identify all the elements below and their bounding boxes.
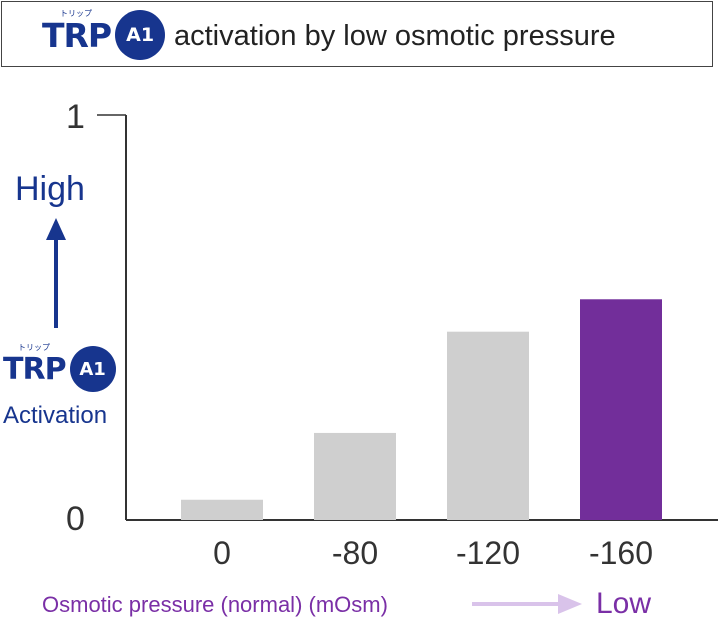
- x-axis-label: Osmotic pressure (normal) (mOsm): [42, 592, 388, 617]
- activation-label: Activation: [3, 402, 108, 429]
- low-label: Low: [596, 587, 652, 620]
- y-tick-label-bottom: 0: [66, 500, 85, 538]
- logo-trp-text: TRP: [42, 15, 112, 55]
- x-tick-label--80: -80: [332, 535, 378, 571]
- side-logo-trp-text: TRP: [3, 351, 67, 387]
- chart-title: activation by low osmotic pressure: [174, 20, 616, 52]
- up-arrow-icon: [46, 218, 66, 328]
- side-logo-kana-text: トリップ: [18, 343, 50, 352]
- logo-a1-badge: A1: [115, 10, 166, 60]
- side-trpa1-logo: TRP トリップ A1: [3, 343, 116, 392]
- high-label: High: [15, 170, 85, 208]
- bar--160: [580, 299, 662, 520]
- bar-0: [181, 499, 263, 520]
- y-tick-label-top: 1: [66, 98, 85, 136]
- bar--120: [447, 331, 529, 520]
- bar--80: [314, 432, 396, 520]
- chart-title-box: TRP トリップ A1 activation by low osmotic pr…: [1, 1, 713, 67]
- trpa1-logo: TRP トリップ A1: [42, 9, 166, 60]
- logo-kana-text: トリップ: [60, 9, 92, 18]
- x-tick-label--120: -120: [456, 535, 520, 571]
- x-tick-label--160: -160: [589, 535, 653, 571]
- side-logo-a1-badge: A1: [69, 346, 116, 392]
- right-arrow-icon: [472, 594, 582, 614]
- x-tick-label-0: 0: [213, 535, 231, 571]
